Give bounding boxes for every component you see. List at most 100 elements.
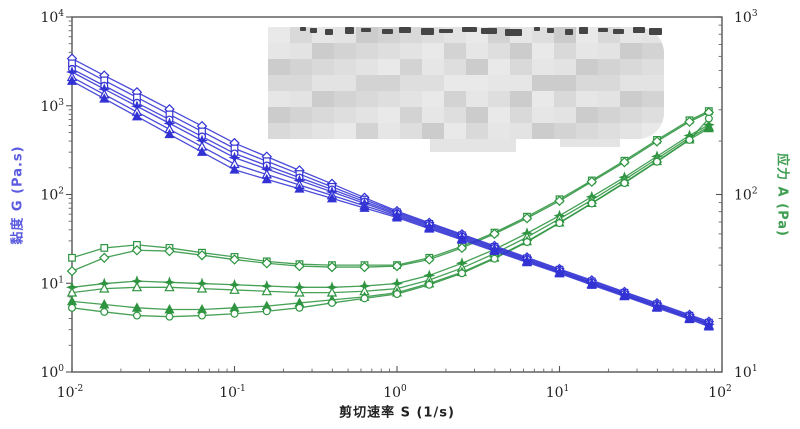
mosaic-tile [488, 107, 510, 123]
marker-viscosity-triangle-filled [196, 146, 208, 156]
mosaic-tile [554, 91, 576, 107]
mosaic-tile [356, 91, 378, 107]
mosaic-tile [334, 123, 356, 139]
redacted-glyph-fragment [462, 27, 477, 32]
mosaic-tile [598, 91, 620, 107]
mosaic-tile [444, 107, 466, 123]
mosaic-tile [422, 91, 444, 107]
mosaic-tile [312, 107, 334, 123]
mosaic-tile [444, 91, 466, 107]
mosaic-tile [532, 59, 554, 75]
mosaic-tile [290, 27, 312, 43]
mosaic-tile [334, 59, 356, 75]
mosaic-tile [532, 107, 554, 123]
mosaic-tile [510, 75, 532, 91]
marker-stress-circle [620, 179, 629, 188]
mosaic-tile [466, 91, 488, 107]
censored-mosaic-tail [430, 139, 516, 152]
mosaic-tile [290, 91, 312, 107]
mosaic-tile [466, 75, 488, 91]
x-tick-label: 101 [546, 384, 570, 401]
redacted-glyph-fragment [361, 28, 371, 32]
mosaic-tile [356, 75, 378, 91]
mosaic-tile [576, 75, 598, 91]
marker-stress-diamond [456, 242, 468, 254]
marker-stress-diamond [294, 260, 305, 272]
redacted-glyph-fragment [547, 28, 554, 33]
mosaic-tile [290, 123, 312, 139]
marker-stress-triangle-open [229, 284, 240, 294]
mosaic-tile [576, 59, 598, 75]
mosaic-tile [356, 123, 378, 139]
mosaic-tile [400, 43, 422, 59]
redacted-glyph-fragment [310, 28, 317, 33]
marker-stress-circle [555, 219, 564, 228]
mosaic-tile [620, 107, 642, 123]
mosaic-tile [554, 123, 576, 139]
mosaic-tile [312, 123, 334, 139]
marker-viscosity-triangle-filled [586, 279, 597, 289]
marker-stress-diamond [66, 265, 78, 277]
mosaic-tile [400, 75, 422, 91]
mosaic-tile [378, 59, 400, 75]
mosaic-tile [642, 43, 664, 59]
marker-viscosity-triangle-filled [489, 245, 500, 256]
marker-stress-diamond [196, 249, 208, 261]
marker-stress-circle [165, 312, 174, 321]
marker-stress-circle [100, 307, 109, 316]
mosaic-tile [334, 91, 356, 107]
left-tick-label: 101 [40, 275, 64, 292]
mosaic-tile [290, 75, 312, 91]
right-axis-title: 应力 A (Pa) [774, 153, 790, 237]
mosaic-tile [356, 107, 378, 123]
mosaic-tile [400, 59, 422, 75]
mosaic-tile [312, 59, 334, 75]
mosaic-tile [554, 59, 576, 75]
mosaic-tile [642, 107, 664, 123]
mosaic-tile [290, 107, 312, 123]
mosaic-tile [598, 75, 620, 91]
marker-stress-diamond [391, 260, 403, 272]
marker-stress-circle [360, 294, 369, 303]
mosaic-tile [532, 43, 554, 59]
mosaic-tile [422, 59, 444, 75]
marker-stress-circle [457, 269, 466, 278]
mosaic-tile [268, 123, 290, 139]
marker-stress-diamond [586, 176, 598, 187]
marker-stress-circle [230, 309, 239, 318]
marker-stress-triangle-open [164, 281, 175, 292]
marker-stress-triangle-filled [703, 122, 714, 133]
mosaic-tile [598, 59, 620, 75]
marker-stress-diamond [326, 261, 338, 273]
marker-stress-diamond [229, 254, 240, 265]
mosaic-tile [378, 75, 400, 91]
marker-viscosity-triangle-filled [229, 164, 240, 174]
mosaic-tile [642, 59, 664, 75]
marker-stress-circle [295, 303, 304, 312]
marker-stress-circle [262, 307, 271, 316]
mosaic-tile [290, 59, 312, 75]
marker-viscosity-triangle-filled [131, 111, 142, 121]
redacted-glyph-fragment [382, 29, 393, 34]
mosaic-tile [422, 43, 444, 59]
marker-viscosity-triangle-filled [424, 223, 435, 233]
mosaic-tile [268, 107, 290, 123]
mosaic-tile [444, 59, 466, 75]
marker-stress-diamond [489, 228, 500, 240]
marker-stress-diamond [554, 195, 565, 207]
mosaic-tile [356, 43, 378, 59]
mosaic-tile [400, 91, 422, 107]
mosaic-tile [510, 91, 532, 107]
mosaic-tile [444, 123, 466, 139]
marker-viscosity-triangle-filled [99, 93, 110, 103]
marker-viscosity-triangle-filled [684, 313, 695, 324]
redacted-glyph-fragment [633, 27, 645, 33]
marker-viscosity-triangle-filled [619, 290, 630, 301]
marker-stress-triangle-filled [99, 299, 110, 309]
redacted-glyph-fragment [505, 29, 522, 36]
redacted-glyph-fragment [300, 27, 306, 31]
redacted-glyph-fragment [325, 29, 333, 35]
marker-viscosity-triangle-filled [261, 173, 272, 184]
mosaic-tile [620, 75, 642, 91]
